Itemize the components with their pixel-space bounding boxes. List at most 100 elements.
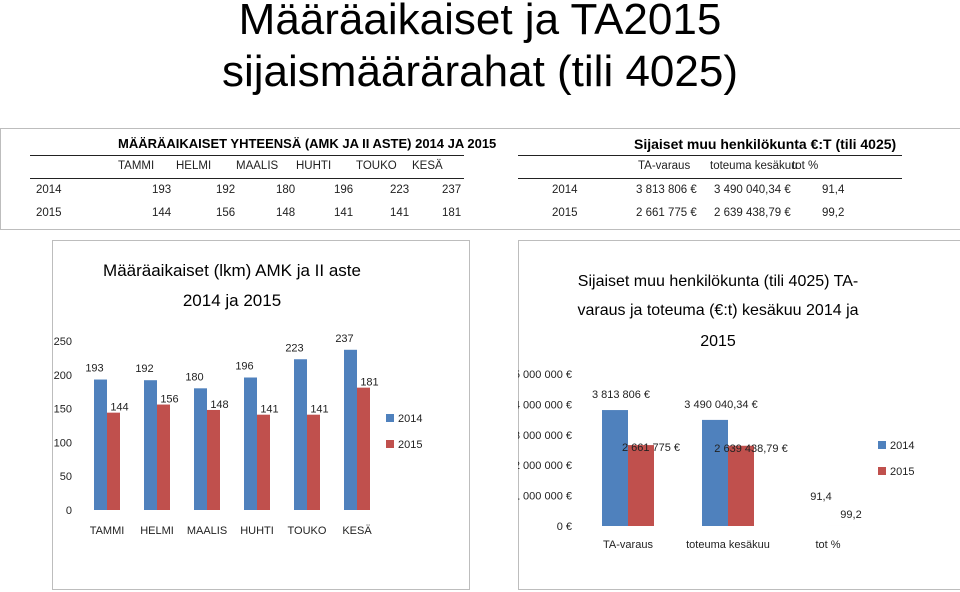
chart1-ytick-label: 50 — [60, 471, 72, 483]
chart1-bar-2015 — [107, 412, 120, 510]
right-table-col-1: toteuma kesäkuu — [710, 160, 798, 172]
right-chart-frame — [518, 240, 960, 590]
chart2-data-label: 91,4 — [810, 491, 831, 503]
chart1-data-label: 223 — [285, 342, 303, 354]
chart2-xtick-label: TA-varaus — [603, 539, 653, 551]
left-table-header: MÄÄRÄAIKAISET YHTEENSÄ (AMK JA II ASTE) … — [118, 136, 497, 151]
chart1-title-line2: 2014 ja 2015 — [183, 291, 281, 310]
left-table-cell: 181 — [442, 207, 462, 219]
left-table-col-4: TOUKO — [356, 160, 397, 172]
right-table-row-year: 2014 — [552, 184, 578, 196]
chart1-ytick-label: 0 — [66, 505, 72, 517]
chart1-data-label: 148 — [210, 399, 228, 411]
right-table-cell: 99,2 — [822, 207, 845, 219]
left-table-col-1: HELMI — [176, 160, 212, 172]
right-table-col-0: TA-varaus — [638, 160, 691, 172]
chart1-xtick-label: KESÄ — [342, 525, 372, 537]
chart1-ytick-label: 150 — [54, 404, 72, 416]
chart1-data-label: 196 — [235, 361, 253, 373]
chart1-bar-2015 — [307, 414, 320, 510]
chart1-legend-swatch — [386, 414, 394, 422]
chart1-data-label: 141 — [260, 404, 278, 416]
right-table-cell: 3 813 806 € — [636, 184, 697, 196]
chart2-ytick-label: 0 € — [557, 521, 572, 533]
chart1-xtick-label: HUHTI — [240, 525, 274, 537]
chart1-data-label: 193 — [85, 363, 103, 375]
left-table-col-3: HUHTI — [296, 160, 332, 172]
left-table-rule — [30, 178, 464, 179]
left-table-cell: 193 — [152, 184, 172, 196]
right-table-cell: 3 490 040,34 € — [714, 184, 791, 196]
right-table-cell: 2 661 775 € — [636, 207, 697, 219]
left-table-cell: 148 — [276, 207, 296, 219]
chart2-title-line3: 2015 — [700, 333, 736, 350]
right-table-rule-top — [518, 155, 902, 156]
chart2-legend-label: 2015 — [890, 466, 914, 478]
left-table-cell: 156 — [216, 207, 236, 219]
chart1-ytick-label: 100 — [54, 437, 72, 449]
chart1-bar-2015 — [357, 387, 370, 510]
chart2-legend-swatch — [878, 467, 886, 475]
chart1-data-label: 156 — [160, 394, 178, 406]
right-table-cell: 91,4 — [822, 184, 845, 196]
left-table-cell: 192 — [216, 184, 236, 196]
right-table: Sijaiset muu henkilökunta €:T (tili 4025… — [500, 128, 960, 228]
left-table-cell: 223 — [390, 184, 410, 196]
chart1-bar-2014 — [94, 379, 107, 510]
chart1-xtick-label: TAMMI — [90, 525, 125, 537]
slide-title-line1: Määräaikaiset ja TA2015 — [238, 0, 722, 44]
chart1-data-label: 181 — [360, 377, 378, 389]
chart2-xtick-label: tot % — [815, 539, 840, 551]
left-table-col-5: KESÄ — [412, 160, 443, 172]
chart2-ytick-label: 3 000 000 € — [518, 430, 572, 442]
chart2-ytick-label: 2 000 000 € — [518, 460, 572, 472]
left-table-cell: 196 — [334, 184, 354, 196]
left-table-row-year: 2014 — [36, 184, 62, 196]
chart1-legend-swatch — [386, 440, 394, 448]
chart1-bar-2014 — [294, 359, 307, 510]
left-chart: Määräaikaiset (lkm) AMK ja II aste 2014 … — [54, 261, 423, 537]
chart2-xtick-label: toteuma kesäkuu — [686, 539, 770, 551]
chart1-ytick-label: 200 — [54, 370, 72, 382]
chart1-bar-2014 — [194, 388, 207, 510]
chart2-bar-2014 — [602, 410, 628, 526]
right-table-row-year: 2015 — [552, 207, 578, 219]
chart1-bar-2014 — [144, 380, 157, 510]
chart2-bar-2015 — [628, 445, 654, 526]
right-table-col-2: tot % — [792, 160, 819, 172]
chart1-bar-2015 — [157, 404, 170, 510]
chart1-data-label: 180 — [185, 371, 203, 383]
left-table: MÄÄRÄAIKAISET YHTEENSÄ (AMK JA II ASTE) … — [0, 128, 496, 228]
right-table-header: Sijaiset muu henkilökunta €:T (tili 4025… — [634, 136, 897, 152]
right-chart: Sijaiset muu henkilökunta (tili 4025) TA… — [518, 273, 914, 551]
left-table-cell: 141 — [390, 207, 410, 219]
chart2-ytick-label: 5 000 000 € — [518, 369, 572, 381]
left-table-rule-top — [30, 155, 464, 156]
chart2-data-label: 3 490 040,34 € — [684, 399, 757, 411]
left-table-cell: 144 — [152, 207, 172, 219]
chart1-data-label: 144 — [110, 402, 128, 414]
chart2-bar-2014 — [702, 419, 728, 526]
chart1-title-line1: Määräaikaiset (lkm) AMK ja II aste — [103, 261, 361, 280]
chart2-ytick-label: 4 000 000 € — [518, 399, 572, 411]
chart1-data-label: 141 — [310, 404, 328, 416]
chart1-ytick-label: 250 — [54, 336, 72, 348]
chart1-legend-label: 2014 — [398, 413, 422, 425]
chart1-bar-2014 — [344, 349, 357, 510]
chart2-data-label: 2 639 438,79 € — [714, 443, 787, 455]
chart2-data-label: 99,2 — [840, 509, 861, 521]
left-table-cell: 141 — [334, 207, 354, 219]
chart1-bar-2015 — [207, 409, 220, 510]
chart1-legend-label: 2015 — [398, 439, 422, 451]
chart2-title-line1: Sijaiset muu henkilökunta (tili 4025) TA… — [578, 273, 858, 290]
left-table-row-year: 2015 — [36, 207, 62, 219]
right-table-cell: 2 639 438,79 € — [714, 207, 791, 219]
chart1-data-label: 192 — [135, 363, 153, 375]
slide-title-line2: sijaismäärärahat (tili 4025) — [222, 47, 738, 96]
chart2-data-label: 2 661 775 € — [622, 442, 680, 454]
chart2-data-label: 3 813 806 € — [592, 389, 650, 401]
chart2-title-line2: varaus ja toteuma (€:t) kesäkuu 2014 ja — [577, 302, 858, 319]
left-table-col-0: TAMMI — [118, 160, 155, 172]
left-table-cell: 237 — [442, 184, 462, 196]
chart2-legend-label: 2014 — [890, 440, 914, 452]
